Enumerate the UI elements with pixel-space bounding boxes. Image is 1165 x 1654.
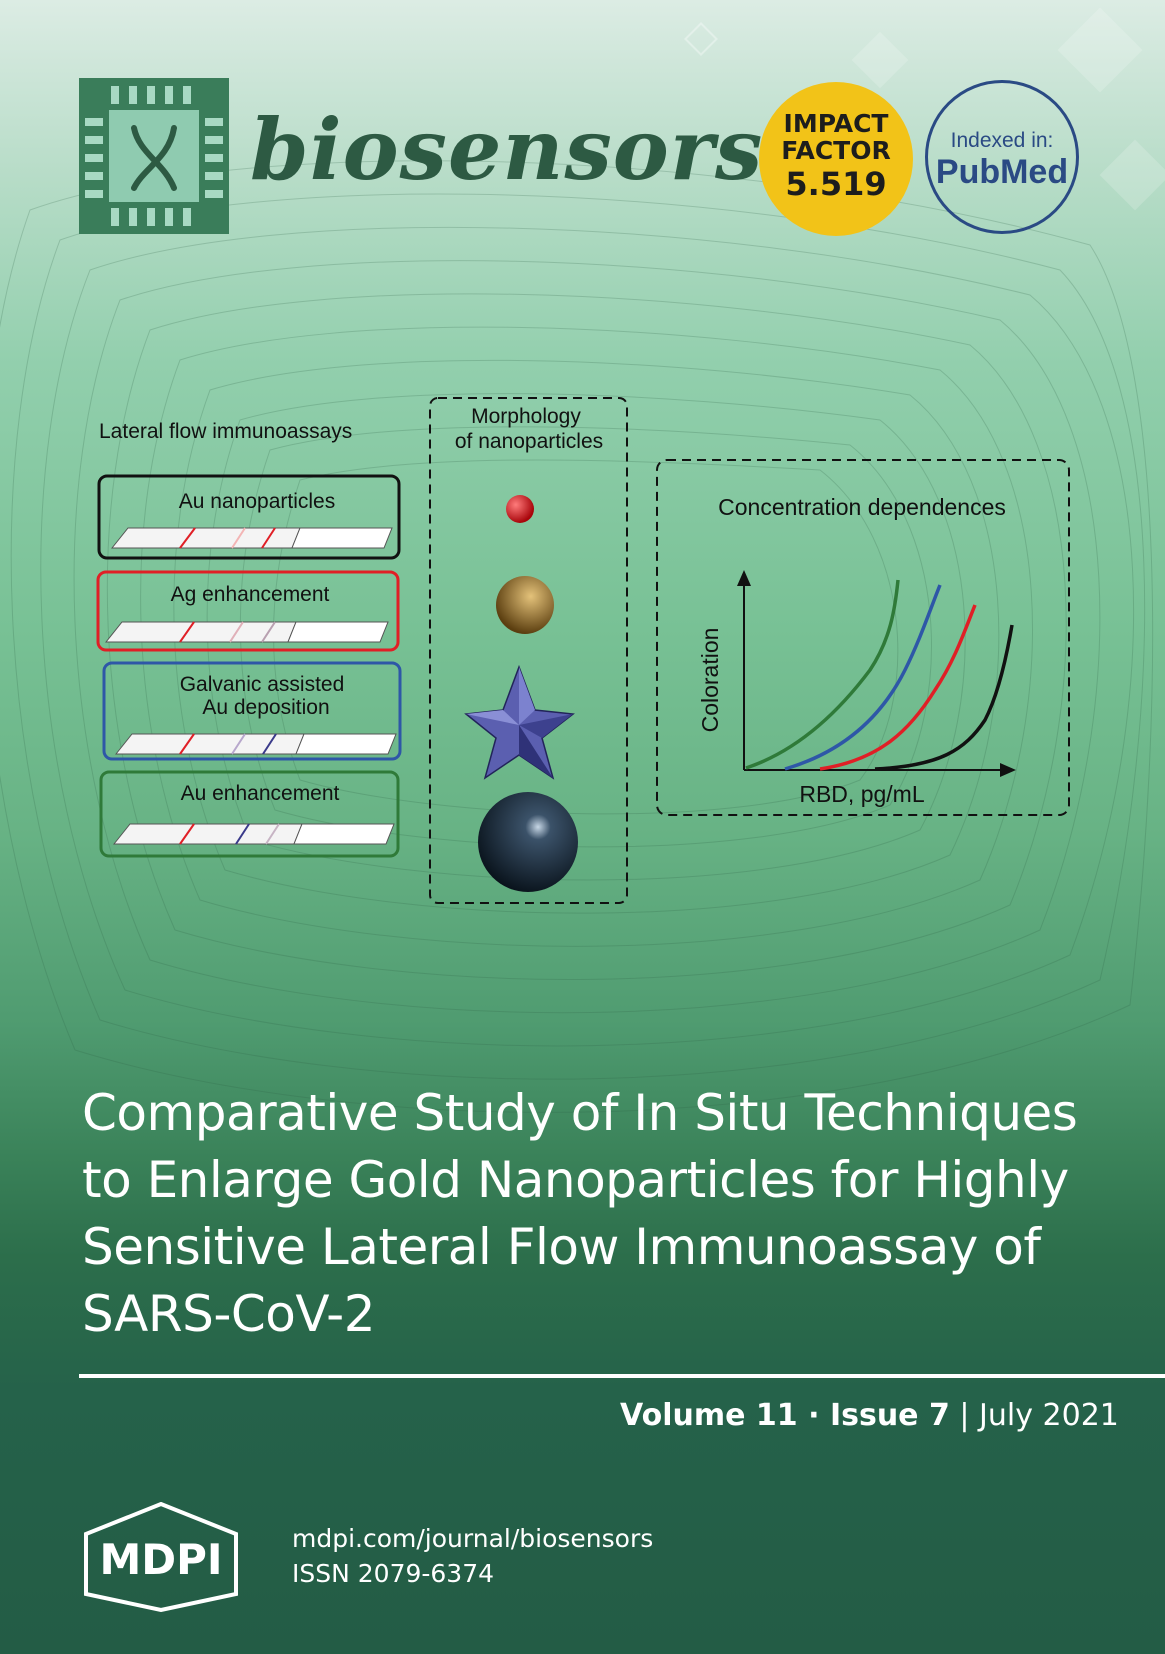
strip-label-line2: Au deposition (202, 696, 329, 719)
journal-url[interactable]: mdpi.com/journal/biosensors (292, 1524, 654, 1553)
issue-date: July 2021 (979, 1398, 1119, 1433)
issue-date-divider: | (949, 1398, 980, 1433)
curve-blue (784, 584, 942, 771)
title-line: Sensitive Lateral Flow Immunoassay of (82, 1218, 1041, 1276)
concentration-box (656, 459, 1070, 816)
article-title: Comparative Study of In Situ Techniques … (82, 1080, 1122, 1348)
x-axis-label: RBD, pg/mL (799, 781, 924, 807)
curve-black (874, 624, 1014, 771)
silver-enhanced-nanoparticle (496, 576, 554, 634)
pubmed-badge: Indexed in: PubMed (925, 80, 1079, 234)
pubmed-label: PubMed (935, 153, 1069, 191)
impact-factor-badge: IMPACT FACTOR 5.519 (759, 82, 913, 236)
strip-au-nanoparticles: Au nanoparticles (97, 474, 401, 560)
small-red-nanoparticle (506, 495, 534, 523)
journal-name: biosensors (250, 100, 764, 199)
test-strip-3 (114, 733, 397, 755)
factor-label: FACTOR (781, 136, 891, 165)
curve-green (745, 579, 900, 770)
title-line: to Enlarge Gold Nanoparticles for Highly (82, 1151, 1069, 1209)
strip-au-enhancement: Au enhancement (99, 770, 400, 858)
volume-issue-separator: · (797, 1398, 830, 1433)
title-line: Comparative Study of In Situ Techniques (82, 1084, 1078, 1142)
y-axis-label: Coloration (697, 628, 723, 733)
issue-label: Issue 7 (829, 1398, 950, 1433)
graphical-abstract-figure: Lateral flow immunoassays Au nanoparticl… (96, 397, 1070, 904)
divider-line (79, 1374, 1165, 1378)
morphology-heading-line1: Morphology (471, 405, 581, 428)
concentration-heading: Concentration dependences (718, 494, 1006, 520)
volume-label: Volume 11 (620, 1398, 798, 1433)
curve-red (819, 604, 977, 771)
issue-info: Volume 11 · Issue 7 | July 2021 (620, 1398, 1119, 1433)
lfa-heading: Lateral flow immunoassays (99, 420, 352, 443)
impact-label: IMPACT (783, 109, 889, 138)
concentration-chart: Coloration RBD, pg/mL (697, 570, 1016, 807)
test-strip-2 (104, 621, 389, 643)
impact-factor-value: 5.519 (785, 165, 887, 203)
y-axis-arrow-icon (737, 570, 751, 586)
mdpi-logo-text: MDPI (99, 1535, 222, 1584)
x-axis-arrow-icon (1000, 763, 1016, 777)
strip-ag-enhancement: Ag enhancement (96, 570, 400, 652)
test-strip-1 (110, 527, 393, 549)
title-line: SARS-CoV-2 (82, 1285, 376, 1343)
issn-label: ISSN 2079-6374 (292, 1559, 495, 1588)
star-nanoparticle (464, 664, 575, 780)
strip-label: Au enhancement (181, 782, 340, 805)
journal-logo-icon (79, 78, 229, 234)
morphology-heading-line2: of nanoparticles (455, 430, 603, 453)
test-strip-4 (112, 823, 395, 845)
morphology-box (429, 397, 628, 904)
mdpi-logo-icon: MDPI (84, 1502, 238, 1612)
strip-label: Au nanoparticles (179, 490, 335, 513)
au-enhanced-nanoparticle (478, 792, 578, 892)
strip-galvanic-assisted: Galvanic assisted Au deposition (102, 661, 402, 761)
indexed-in-label: Indexed in: (950, 129, 1054, 152)
strip-label: Galvanic assisted (180, 673, 345, 696)
strip-label: Ag enhancement (171, 583, 330, 606)
